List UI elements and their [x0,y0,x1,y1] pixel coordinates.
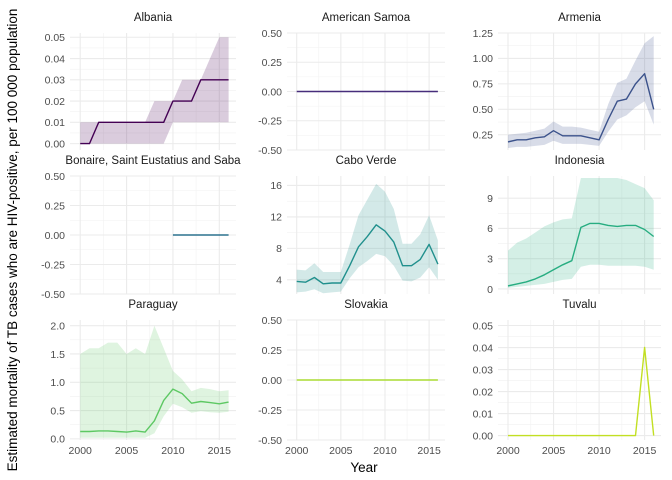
x-tick-label: 2015 [633,445,657,457]
y-tick-label: 0.01 [473,408,494,420]
y-tick-label: 12 [270,212,282,224]
y-tick-label: 1.5 [50,349,65,361]
y-tick-label: 0.00 [45,138,66,150]
series-line [507,222,655,287]
facet-panel: Albania 0.00 0.01 0.02 0.03 0.04 0.05 [45,12,236,150]
y-tick-label: 0.00 [473,430,494,442]
facet-panel: Bonaire, Saint Eustatius and Saba -0.50 -0… [41,155,241,301]
x-tick-label: 2010 [161,445,185,457]
y-tick-label: 0.05 [473,320,494,332]
y-tick-label: 0.05 [45,32,66,44]
y-tick-label: 0.5 [50,405,65,417]
facet-panel: Armenia 0.25 0.50 0.75 1.00 1.25 [473,12,661,150]
confidence-ribbon [80,37,229,144]
y-tick-label: 0.03 [473,364,494,376]
y-tick-label: -0.25 [258,116,282,128]
y-tick-label: 0.25 [262,57,283,69]
y-tick-label: 0.04 [45,53,66,65]
y-tick-label: 0.04 [473,342,494,354]
y-tick-label: 1.00 [473,53,494,65]
x-tick-label: 2000 [69,445,93,457]
facet-title: Paraguay [128,299,177,311]
series-line [507,72,655,143]
y-tick-label: 4 [276,275,282,287]
facet-title: American Samoa [322,12,411,24]
x-axis-title: Year [350,460,378,475]
y-tick-label: 0.0 [50,434,65,446]
facet-panel: Paraguay 0.0 0.5 1.0 1.5 2.0 2000 2005 2010 2015 [50,299,236,457]
y-tick-label: -0.50 [41,289,65,301]
confidence-ribbon [80,325,229,438]
y-tick-label: 1.25 [473,28,494,40]
facet-panel: Indonesia 0 3 6 9 [487,155,661,296]
facet-title: Indonesia [555,155,605,167]
facet-title: Armenia [558,12,601,24]
y-tick-label: 0.50 [45,171,66,183]
y-tick-label: 8 [276,243,282,255]
y-tick-label: 0.01 [45,117,66,129]
series-line [508,346,655,437]
y-tick-label: 1.0 [50,377,65,389]
y-tick-label: 0.25 [262,345,283,357]
x-tick-label: 2015 [417,445,441,457]
y-tick-label: 0.02 [473,386,494,398]
x-tick-label: 2015 [208,445,232,457]
x-tick-label: 2010 [373,445,397,457]
y-tick-label: -0.25 [258,405,282,417]
series-line [296,224,439,285]
y-tick-label: 0.03 [45,75,66,87]
y-tick-label: 9 [487,193,493,205]
series-line [80,79,229,145]
facet-title: Slovakia [344,299,388,311]
y-tick-label: 2.0 [50,320,65,332]
y-tick-label: 3 [487,254,493,266]
y-tick-label: 0.50 [262,315,283,327]
facet-panel: Slovakia -0.50 -0.25 0.00 0.25 0.50 2000 2005 20… [258,299,445,457]
y-tick-label: 0.25 [45,200,66,212]
y-tick-label: -0.50 [258,435,282,447]
facet-title: Albania [134,12,173,24]
facet-title: Cabo Verde [336,155,397,167]
x-tick-label: 2005 [542,445,566,457]
y-tick-label: 0.50 [473,104,494,116]
facet-title: Tuvalu [562,299,596,311]
y-tick-label: 0 [487,284,493,296]
y-tick-label: 0.75 [473,79,494,91]
y-tick-label: 0.25 [473,130,494,142]
series-line [80,388,229,433]
y-tick-label: 6 [487,223,493,235]
y-tick-label: 0.02 [45,96,66,108]
facet-panel: Cabo Verde 4 8 12 16 [270,155,445,294]
y-tick-label: 0.00 [262,86,283,98]
y-axis-title: Estimated mortality of TB cases who are … [5,9,20,472]
x-tick-label: 2005 [115,445,139,457]
facet-panel: Tuvalu 0.00 0.01 0.02 0.03 0.04 0.05 2000 2005 20… [473,299,661,457]
confidence-ribbon [508,178,654,288]
y-tick-label: 0.00 [45,230,66,242]
y-tick-label: 0.00 [262,375,283,387]
y-tick-label: 0.50 [262,28,283,40]
facet-panels: Albania0.000.010.020.030.040.05American … [41,12,661,457]
x-tick-label: 2005 [329,445,353,457]
x-tick-label: 2010 [587,445,611,457]
x-tick-label: 2000 [496,445,520,457]
y-tick-label: -0.25 [41,259,65,271]
y-tick-label: 16 [270,180,282,192]
facet-title: Bonaire, Saint Eustatius and Saba [65,155,241,167]
x-tick-label: 2000 [285,445,309,457]
confidence-ribbon [296,183,438,294]
confidence-ribbon [508,36,654,148]
y-tick-label: -0.50 [258,145,282,157]
facet-panel: American Samoa -0.50 -0.25 0.00 0.25 0.50 [258,12,445,157]
